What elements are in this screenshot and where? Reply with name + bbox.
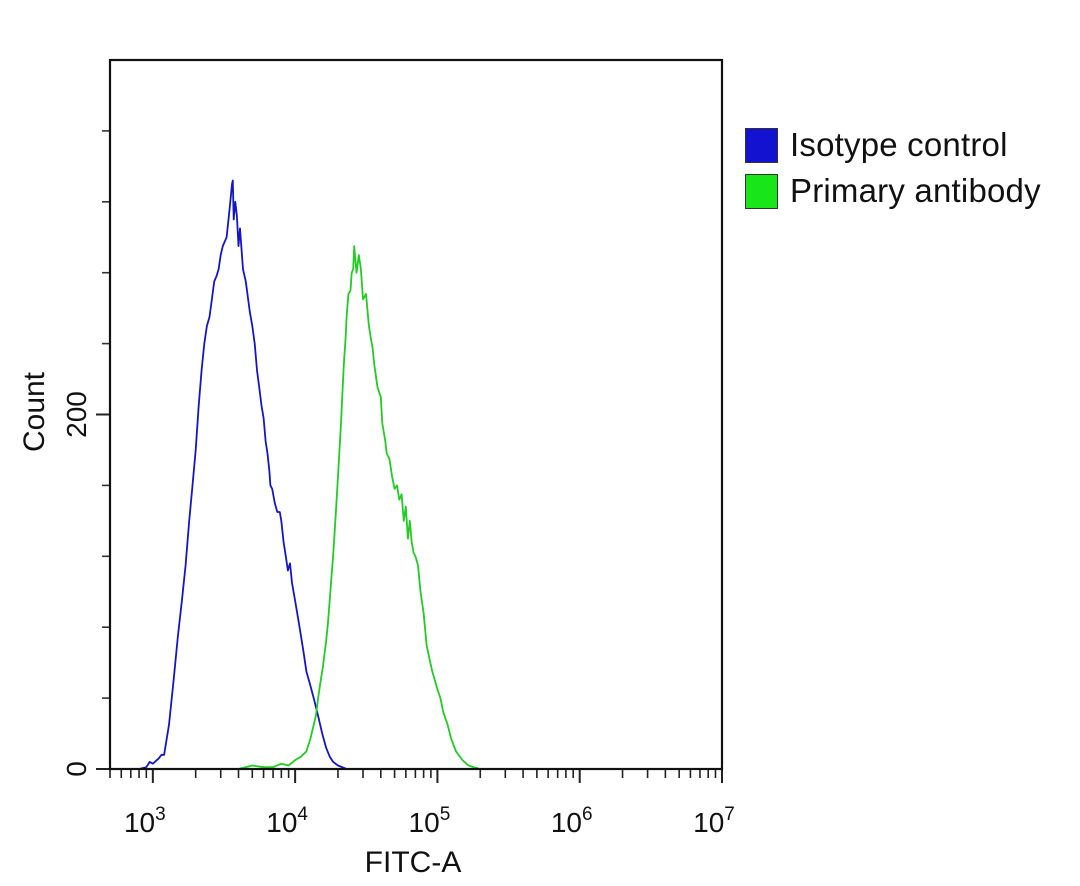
y-tick-label: 200: [61, 391, 92, 438]
x-tick-label: 103: [124, 804, 166, 838]
y-tick-label: 0: [61, 761, 92, 777]
y-axis-label: Count: [18, 371, 51, 452]
x-tick-label: 107: [693, 804, 735, 838]
series-line-primary-antibody: [164, 245, 481, 770]
x-tick-label: 106: [551, 804, 593, 838]
legend-label-primary: Primary antibody: [790, 172, 1041, 209]
axis-ticks: [96, 130, 723, 783]
axis-tick-labels: 0 200 103 104 105 106 107: [61, 391, 735, 838]
series-line-isotype-control: [138, 179, 347, 770]
legend-swatch-primary: [745, 173, 778, 209]
plot-frame: [108, 58, 724, 771]
series-lines: [138, 179, 481, 770]
legend: Isotype control Primary antibody: [745, 122, 1041, 214]
x-tick-label: 104: [266, 804, 308, 838]
legend-label-isotype: Isotype control: [790, 126, 1008, 163]
x-axis-label: FITC-A: [365, 846, 462, 879]
legend-item-primary: Primary antibody: [745, 168, 1041, 214]
legend-swatch-isotype: [745, 127, 778, 163]
legend-item-isotype: Isotype control: [745, 122, 1041, 168]
x-tick-label: 105: [409, 804, 451, 838]
